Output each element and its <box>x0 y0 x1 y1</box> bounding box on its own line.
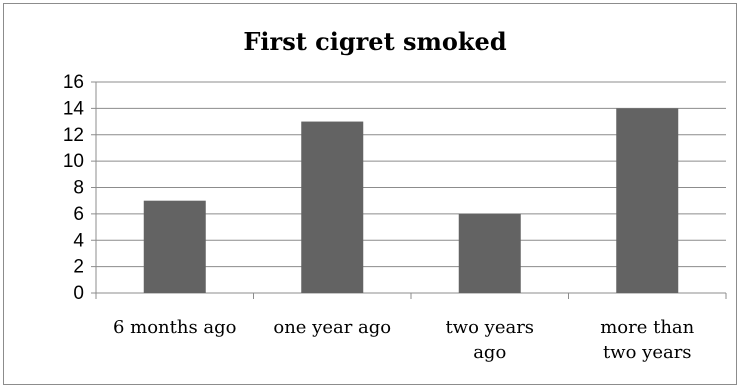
y-tick-label: 14 <box>63 98 85 119</box>
category-label: one year ago <box>273 317 391 338</box>
bar-2 <box>301 121 364 293</box>
y-tick-label: 16 <box>63 72 84 93</box>
category-labels: 6 months ago one year ago two years ago more… <box>113 317 695 363</box>
y-tick-label: 0 <box>73 283 84 304</box>
category-label: two years <box>445 317 534 338</box>
bars <box>143 108 679 293</box>
bar-3 <box>458 213 521 293</box>
category-label: more than <box>600 317 694 338</box>
y-tick-label: 6 <box>73 204 84 225</box>
x-axis <box>95 292 727 299</box>
bar-4 <box>616 108 679 293</box>
y-axis: 0 2 4 6 8 10 12 14 16 <box>63 72 97 304</box>
y-tick-label: 10 <box>63 151 84 172</box>
chart-title: First cigret smoked <box>243 27 506 56</box>
category-label: two years <box>603 342 692 363</box>
y-tick-label: 4 <box>73 230 84 251</box>
category-label: 6 months ago <box>113 317 237 338</box>
category-label: ago <box>473 342 506 363</box>
y-tick-label: 8 <box>73 178 84 199</box>
y-tick-label: 2 <box>73 257 84 278</box>
bar-1 <box>143 200 206 293</box>
y-tick-label: 12 <box>63 125 84 146</box>
chart-frame <box>3 3 737 385</box>
